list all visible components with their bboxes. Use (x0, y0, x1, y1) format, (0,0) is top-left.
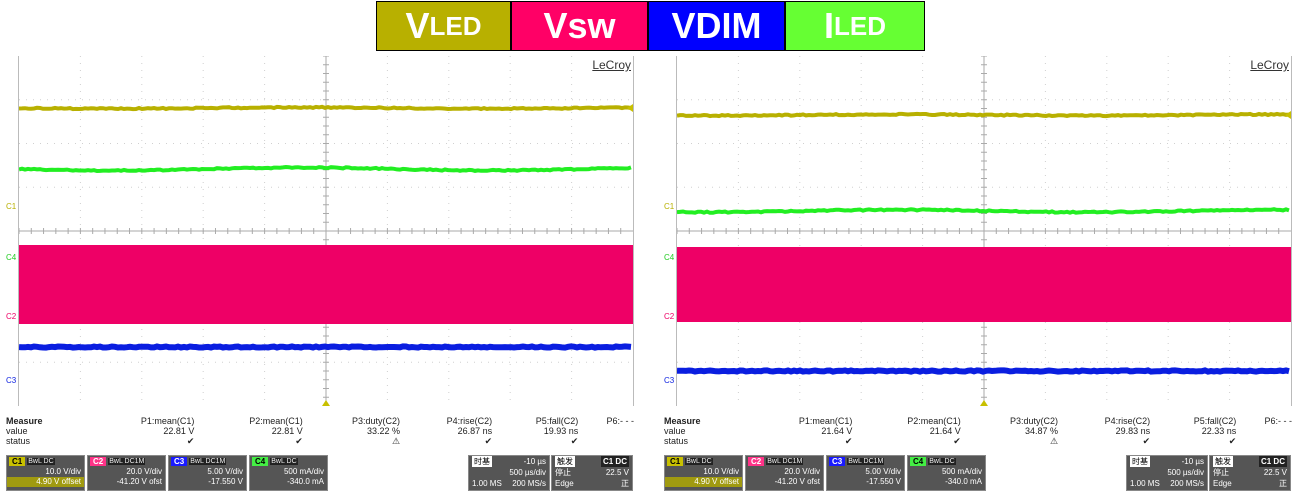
waveform-canvas (19, 56, 633, 406)
brand-logo: LeCroy (1250, 58, 1289, 72)
vdim-trace (19, 346, 631, 347)
channel-box-c3[interactable]: C3 BwL DC1M 5.00 V/div -17.550 V (168, 455, 247, 491)
measure-table: Measure P1:mean(C1) P2:mean(C1) P3:duty(C2)… (6, 416, 634, 446)
vsw-trace (677, 247, 1291, 322)
scope-screen-left: LeCroy C1 C4 C2 C3 Measure P1:mean(C1) P2:… (0, 56, 640, 493)
waveform-plot: LeCroy (18, 56, 634, 406)
scope-screen-right: LeCroy C1 C4 C2 C3 Measure P1:mean(C1) P2:… (658, 56, 1298, 493)
channel-marker-c1: C1 (664, 202, 674, 211)
trigger-position-marker (322, 400, 330, 406)
channel-status-bar: C1 BwL DC 10.0 V/div 4.90 V offset C2 BwL DC… (664, 455, 1292, 491)
channel-box-c4[interactable]: C4 BwL DC 500 mA/div -340.0 mA (907, 455, 986, 491)
channel-box-c2[interactable]: C2 BwL DC1M 20.0 V/div -41.20 V ofst (745, 455, 824, 491)
channel-box-c3[interactable]: C3 BwL DC1M 5.00 V/div -17.550 V (826, 455, 905, 491)
channel-marker-c4: C4 (6, 253, 16, 262)
channel-marker-c4: C4 (664, 253, 674, 262)
trigger-position-marker (980, 400, 988, 406)
trigger-level-marker (1285, 111, 1291, 119)
vled-trace (19, 107, 631, 109)
legend-vdim: VDIM (648, 1, 785, 51)
vled-trace (677, 114, 1289, 116)
timebase-box[interactable]: 时基 -10 µs 500 µs/div 1.00 MS 200 MS/s (468, 455, 550, 491)
channel-box-c1[interactable]: C1 BwL DC 10.0 V/div 4.90 V offset (664, 455, 743, 491)
waveform-plot: LeCroy (676, 56, 1292, 406)
brand-logo: LeCroy (592, 58, 631, 72)
channel-marker-c3: C3 (6, 376, 16, 385)
iled-trace (677, 209, 1289, 213)
timebase-box[interactable]: 时基 -10 µs 500 µs/div 1.00 MS 200 MS/s (1126, 455, 1208, 491)
channel-box-c1[interactable]: C1 BwL DC 10.0 V/div 4.90 V offset (6, 455, 85, 491)
legend-iled: I LED (785, 1, 925, 51)
channel-marker-c2: C2 (664, 312, 674, 321)
channel-marker-c2: C2 (6, 312, 16, 321)
measure-table: Measure P1:mean(C1) P2:mean(C1) P3:duty(C2)… (664, 416, 1292, 446)
legend-vsw: Vsw (511, 1, 648, 51)
legend-bar: V LED Vsw VDIM I LED (376, 1, 925, 53)
waveform-canvas (677, 56, 1291, 406)
trigger-box[interactable]: 触发 C1 DC 停止 22.5 V Edge 正 (1209, 455, 1291, 491)
trigger-box[interactable]: 触发 C1 DC 停止 22.5 V Edge 正 (551, 455, 633, 491)
vdim-trace (677, 370, 1289, 371)
channel-status-bar: C1 BwL DC 10.0 V/div 4.90 V offset C2 BwL DC… (6, 455, 634, 491)
trigger-level-marker (627, 104, 633, 112)
channel-marker-c1: C1 (6, 202, 16, 211)
channel-box-c2[interactable]: C2 BwL DC1M 20.0 V/div -41.20 V ofst (87, 455, 166, 491)
iled-trace (19, 167, 631, 171)
vsw-trace (19, 245, 633, 324)
channel-marker-c3: C3 (664, 376, 674, 385)
legend-vled: V LED (376, 1, 511, 51)
channel-box-c4[interactable]: C4 BwL DC 500 mA/div -340.0 mA (249, 455, 328, 491)
